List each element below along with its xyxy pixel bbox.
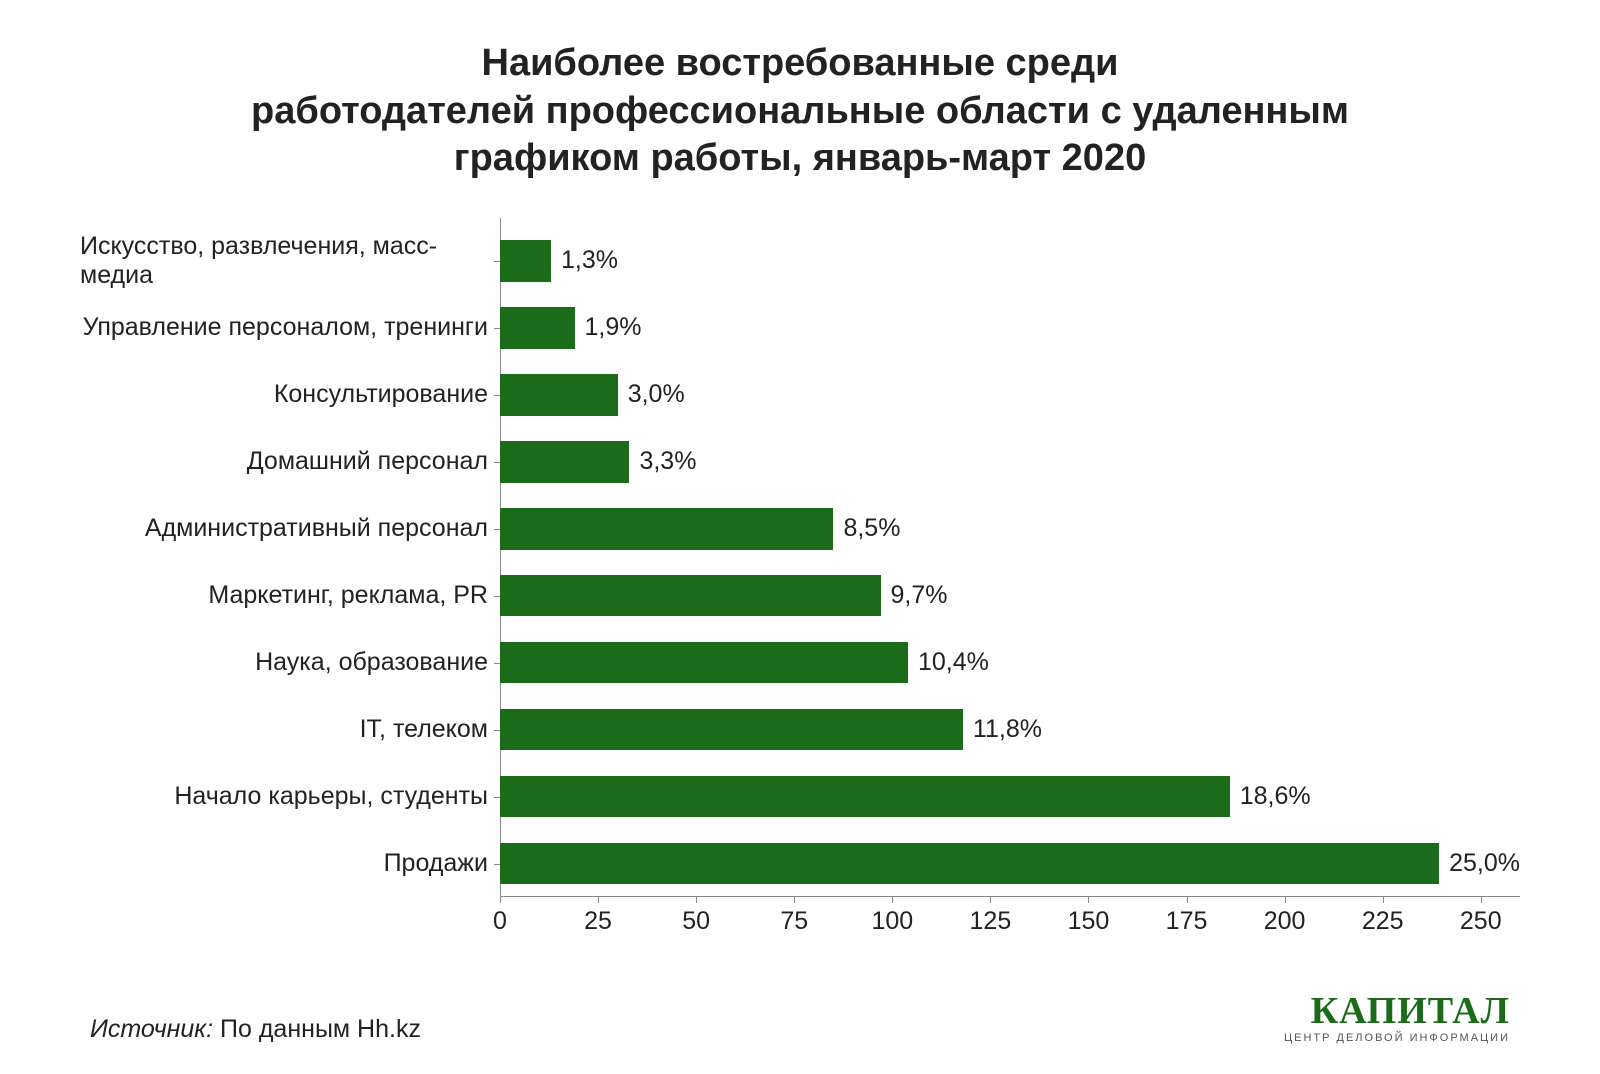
plot-area: Искусство, развлечения, масс-медиаУправл…	[80, 218, 1520, 898]
x-tick-label: 200	[1264, 907, 1306, 936]
chart-title: Наиболее востребованные средиработодател…	[80, 40, 1520, 183]
bar-row: 11,8%	[500, 696, 1520, 763]
bar-value-label: 25,0%	[1449, 849, 1520, 878]
y-axis-label: Продажи	[80, 830, 500, 897]
bar-value-label: 8,5%	[843, 514, 900, 543]
brand-tagline: ЦЕНТР ДЕЛОВОЙ ИНФОРМАЦИИ	[1284, 1032, 1510, 1044]
bar-value-label: 11,8%	[973, 715, 1042, 744]
y-tick-mark	[494, 797, 500, 798]
bar-value-label: 1,9%	[585, 313, 642, 342]
x-tick-label: 25	[584, 907, 612, 936]
bar-row: 18,6%	[500, 763, 1520, 830]
chart-container: Наиболее востребованные средиработодател…	[0, 0, 1600, 1074]
y-tick-mark	[494, 261, 500, 262]
y-tick-mark	[494, 529, 500, 530]
bar-value-label: 18,6%	[1240, 782, 1311, 811]
y-axis-labels: Искусство, развлечения, масс-медиаУправл…	[80, 218, 500, 898]
bar	[500, 642, 908, 684]
y-tick-mark	[494, 663, 500, 664]
y-axis-label: Консультирование	[80, 361, 500, 428]
x-tick-label: 100	[871, 907, 913, 936]
x-tick-label: 250	[1460, 907, 1502, 936]
bar-row: 9,7%	[500, 562, 1520, 629]
x-tick-label: 125	[970, 907, 1012, 936]
bar-row: 3,0%	[500, 361, 1520, 428]
y-axis-label: Начало карьеры, студенты	[80, 763, 500, 830]
bar-row: 10,4%	[500, 629, 1520, 696]
y-axis-label: Маркетинг, реклама, PR	[80, 562, 500, 629]
x-tick-label: 175	[1166, 907, 1208, 936]
chart-area: Искусство, развлечения, масс-медиаУправл…	[80, 218, 1520, 943]
source-text: Источник: По данным Hh.kz	[90, 1015, 421, 1044]
x-axis-ticks: 0255075100125150175200225250	[500, 897, 1520, 942]
bar-row: 25,0%	[500, 830, 1520, 897]
y-tick-mark	[494, 462, 500, 463]
brand-name: КАПИТАЛ	[1284, 992, 1510, 1030]
bar-value-label: 10,4%	[918, 648, 989, 677]
y-tick-mark	[494, 395, 500, 396]
y-axis-label: Наука, образование	[80, 629, 500, 696]
bar-value-label: 9,7%	[891, 581, 948, 610]
y-tick-mark	[494, 864, 500, 865]
x-tick-label: 50	[682, 907, 710, 936]
footer: Источник: По данным Hh.kz КАПИТАЛ ЦЕНТР …	[80, 992, 1520, 1044]
bar-value-label: 3,0%	[628, 380, 685, 409]
bar-value-label: 3,3%	[639, 447, 696, 476]
bar	[500, 843, 1439, 885]
bar	[500, 709, 963, 751]
x-tick-label: 0	[493, 907, 507, 936]
bar-value-label: 1,3%	[561, 246, 618, 275]
bar-row: 8,5%	[500, 495, 1520, 562]
bar	[500, 307, 575, 349]
y-tick-mark	[494, 328, 500, 329]
bar-row: 1,3%	[500, 228, 1520, 295]
source-value: По данным Hh.kz	[220, 1015, 421, 1043]
bar	[500, 441, 629, 483]
y-tick-mark	[494, 730, 500, 731]
bar-row: 1,9%	[500, 294, 1520, 361]
y-axis-label: IT, телеком	[80, 696, 500, 763]
bar	[500, 240, 551, 282]
bar	[500, 508, 833, 550]
y-axis-label: Административный персонал	[80, 495, 500, 562]
brand-logo: КАПИТАЛ ЦЕНТР ДЕЛОВОЙ ИНФОРМАЦИИ	[1284, 992, 1510, 1044]
bar	[500, 374, 618, 416]
bars: 1,3% 1,9% 3,0% 3,3% 8,5% 9,7% 10,4% 11,8% 18,6% 2…	[500, 228, 1520, 898]
y-axis-label: Управление персоналом, тренинги	[80, 294, 500, 361]
bar-row: 3,3%	[500, 428, 1520, 495]
x-tick-label: 225	[1362, 907, 1404, 936]
bars-region: 1,3% 1,9% 3,0% 3,3% 8,5% 9,7% 10,4% 11,8% 18,6% 2…	[500, 218, 1520, 898]
y-axis-label: Домашний персонал	[80, 428, 500, 495]
y-axis-label: Искусство, развлечения, масс-медиа	[80, 228, 500, 295]
bar	[500, 776, 1230, 818]
x-tick-label: 150	[1068, 907, 1110, 936]
y-tick-mark	[494, 596, 500, 597]
bar	[500, 575, 881, 617]
source-prefix: Источник:	[90, 1015, 220, 1043]
x-tick-label: 75	[780, 907, 808, 936]
